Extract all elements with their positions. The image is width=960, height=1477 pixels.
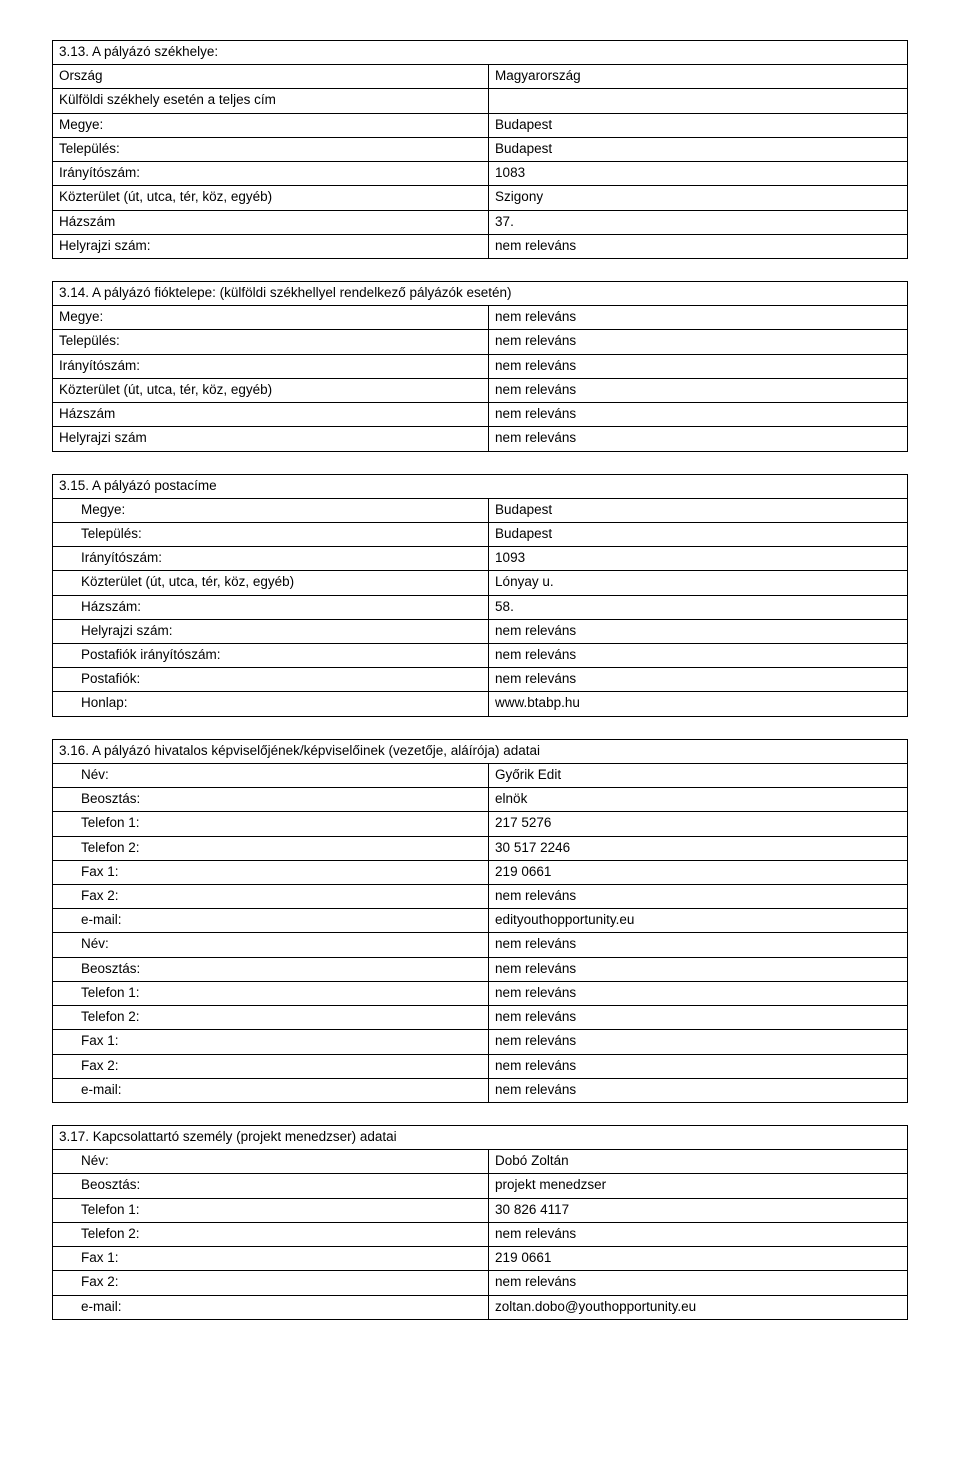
row-value: Budapest: [489, 498, 908, 522]
row-label: Név:: [53, 1150, 489, 1174]
row-value: nem releváns: [489, 957, 908, 981]
row-label: Közterület (út, utca, tér, köz, egyéb): [53, 186, 489, 210]
row-label: Ország: [53, 65, 489, 89]
row-value: nem releváns: [489, 378, 908, 402]
row-value: nem releváns: [489, 354, 908, 378]
row-label: Beosztás:: [53, 957, 489, 981]
row-label: Fax 2:: [53, 1271, 489, 1295]
row-label: Helyrajzi szám:: [53, 619, 489, 643]
row-label: Irányítószám:: [53, 354, 489, 378]
row-value: nem releváns: [489, 1271, 908, 1295]
row-label: Honlap:: [53, 692, 489, 716]
row-label: Település:: [53, 522, 489, 546]
row-value: [489, 89, 908, 113]
section-title: 3.13. A pályázó székhelye:: [53, 41, 908, 65]
row-value: nem releváns: [489, 1030, 908, 1054]
row-value: 30 517 2246: [489, 836, 908, 860]
row-label: Irányítószám:: [53, 547, 489, 571]
row-label: e-mail:: [53, 1295, 489, 1319]
row-value: 1083: [489, 162, 908, 186]
row-label: Közterület (út, utca, tér, köz, egyéb): [53, 571, 489, 595]
section-title: 3.15. A pályázó postacíme: [53, 474, 908, 498]
row-value: Magyarország: [489, 65, 908, 89]
row-label: Közterület (út, utca, tér, köz, egyéb): [53, 378, 489, 402]
row-value: Szigony: [489, 186, 908, 210]
row-value: nem releváns: [489, 933, 908, 957]
row-label: e-mail:: [53, 909, 489, 933]
row-label: Név:: [53, 933, 489, 957]
row-label: Házszám:: [53, 595, 489, 619]
row-label: Postafiók:: [53, 668, 489, 692]
row-value: Budapest: [489, 522, 908, 546]
table-3-13: 3.13. A pályázó székhelye: OrszágMagyaro…: [52, 40, 908, 259]
row-label: Fax 1:: [53, 1247, 489, 1271]
row-value: 217 5276: [489, 812, 908, 836]
row-label: Fax 1:: [53, 1030, 489, 1054]
row-value: nem releváns: [489, 427, 908, 451]
row-value: zoltan.dobo@youthopportunity.eu: [489, 1295, 908, 1319]
row-value: nem releváns: [489, 981, 908, 1005]
row-value: nem releváns: [489, 619, 908, 643]
row-value: elnök: [489, 788, 908, 812]
row-label: e-mail:: [53, 1078, 489, 1102]
row-value: 219 0661: [489, 860, 908, 884]
row-value: 219 0661: [489, 1247, 908, 1271]
row-value: Dobó Zoltán: [489, 1150, 908, 1174]
section-title: 3.16. A pályázó hivatalos képviselőjének…: [53, 739, 908, 763]
row-label: Telefon 1:: [53, 1198, 489, 1222]
row-value: 37.: [489, 210, 908, 234]
row-label: Telefon 2:: [53, 1222, 489, 1246]
row-value: nem releváns: [489, 885, 908, 909]
row-value: nem releváns: [489, 234, 908, 258]
row-value: nem releváns: [489, 1078, 908, 1102]
row-value: nem releváns: [489, 330, 908, 354]
table-3-17: 3.17. Kapcsolattartó személy (projekt me…: [52, 1125, 908, 1320]
row-label: Név:: [53, 763, 489, 787]
row-label: Megye:: [53, 498, 489, 522]
row-label: Beosztás:: [53, 1174, 489, 1198]
row-label: Fax 2:: [53, 885, 489, 909]
row-label: Megye:: [53, 306, 489, 330]
row-value: www.btabp.hu: [489, 692, 908, 716]
row-value: 30 826 4117: [489, 1198, 908, 1222]
row-label: Házszám: [53, 210, 489, 234]
row-label: Település:: [53, 137, 489, 161]
row-label: Házszám: [53, 403, 489, 427]
row-value: 1093: [489, 547, 908, 571]
row-label: Helyrajzi szám:: [53, 234, 489, 258]
row-label: Település:: [53, 330, 489, 354]
row-value: Lónyay u.: [489, 571, 908, 595]
row-label: Fax 1:: [53, 860, 489, 884]
row-value: 58.: [489, 595, 908, 619]
section-title: 3.17. Kapcsolattartó személy (projekt me…: [53, 1125, 908, 1149]
row-label: Helyrajzi szám: [53, 427, 489, 451]
row-label: Fax 2:: [53, 1054, 489, 1078]
row-value: nem releváns: [489, 403, 908, 427]
row-value: projekt menedzser: [489, 1174, 908, 1198]
row-value: Győrik Edit: [489, 763, 908, 787]
row-label: Telefon 1:: [53, 981, 489, 1005]
row-label: Telefon 1:: [53, 812, 489, 836]
table-3-14: 3.14. A pályázó fióktelepe: (külföldi sz…: [52, 281, 908, 452]
row-label: Megye:: [53, 113, 489, 137]
row-value: edityouthopportunity.eu: [489, 909, 908, 933]
row-label: Irányítószám:: [53, 162, 489, 186]
row-label: Telefon 2:: [53, 1006, 489, 1030]
table-3-15: 3.15. A pályázó postacíme Megye:Budapest…: [52, 474, 908, 717]
row-value: nem releváns: [489, 668, 908, 692]
row-label: Külföldi székhely esetén a teljes cím: [53, 89, 489, 113]
row-value: Budapest: [489, 113, 908, 137]
row-value: nem releváns: [489, 1222, 908, 1246]
section-title: 3.14. A pályázó fióktelepe: (külföldi sz…: [53, 281, 908, 305]
row-label: Telefon 2:: [53, 836, 489, 860]
table-3-16: 3.16. A pályázó hivatalos képviselőjének…: [52, 739, 908, 1103]
row-value: nem releváns: [489, 1006, 908, 1030]
row-value: nem releváns: [489, 306, 908, 330]
row-value: Budapest: [489, 137, 908, 161]
row-value: nem releváns: [489, 644, 908, 668]
row-value: nem releváns: [489, 1054, 908, 1078]
row-label: Postafiók irányítószám:: [53, 644, 489, 668]
row-label: Beosztás:: [53, 788, 489, 812]
